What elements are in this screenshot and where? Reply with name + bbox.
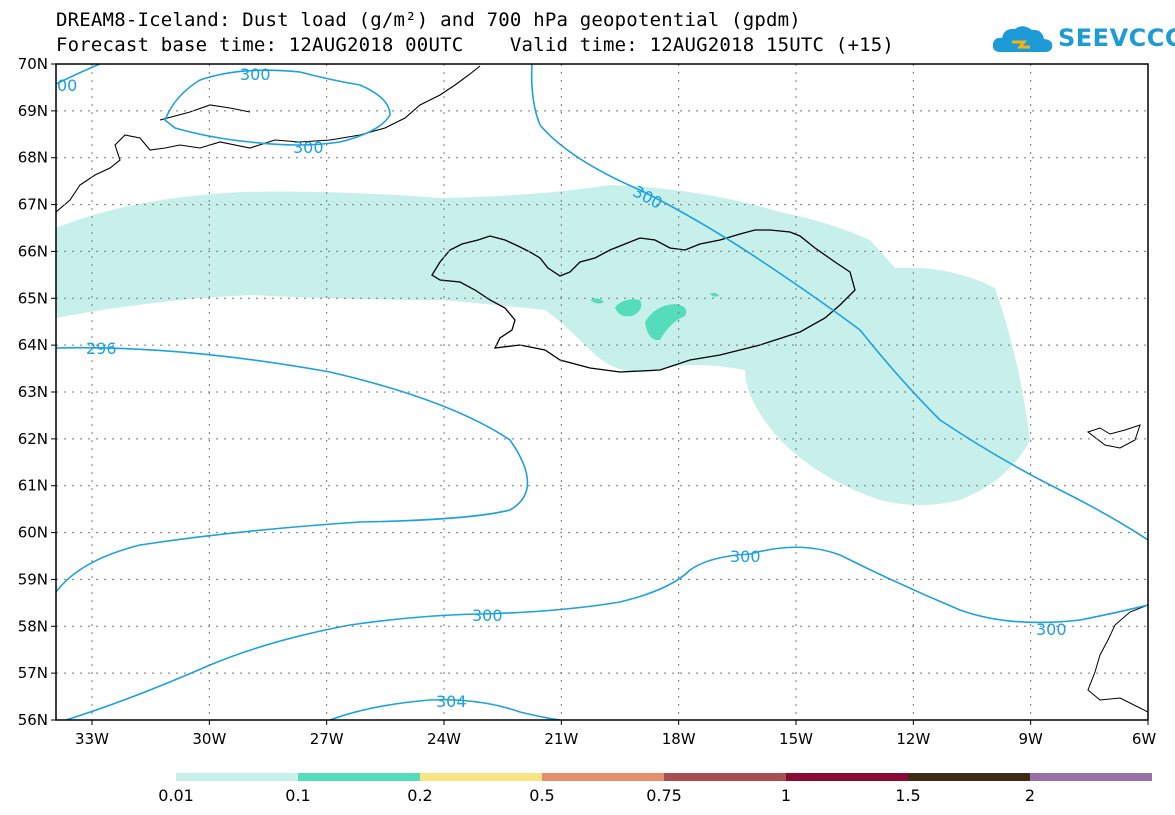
map-subtitle: Forecast base time: 12AUG2018 00UTC Vali… (56, 34, 895, 56)
lat-label: 69N (18, 102, 48, 120)
lat-label: 68N (18, 149, 48, 167)
lat-label: 67N (18, 196, 48, 214)
lat-label: 61N (18, 477, 48, 495)
lon-label: 33W (75, 730, 109, 748)
colorbar-tick-label: 1 (780, 786, 792, 805)
lat-label: 70N (18, 55, 48, 73)
lat-label: 57N (18, 664, 48, 682)
lat-label: 56N (18, 711, 48, 729)
colorbar-tick-label: 0.2 (407, 786, 433, 805)
lat-label: 62N (18, 430, 48, 448)
dust-area-mid-3 (590, 298, 604, 304)
greenland-coastline-2 (159, 104, 251, 121)
latitude-axis: 70N 69N 68N 67N 66N 65N 64N 63N 62N 61N 60N 59N 58N 5… (18, 55, 56, 729)
lon-label: 21W (544, 730, 578, 748)
lon-label: 30W (192, 730, 226, 748)
colorbar-tick-label: 2 (1024, 786, 1036, 805)
colorbar (176, 773, 1152, 781)
contour-label: 00 (57, 76, 77, 95)
dust-area-mid-1 (615, 299, 642, 317)
map-title: DREAM8-Iceland: Dust load (g/m²) and 700… (56, 9, 801, 31)
lon-label: 27W (310, 730, 344, 748)
longitude-axis: 33W 30W 27W 24W 21W 18W 15W 12W 9W 6W (75, 720, 1156, 748)
colorbar-tick-label: 0.1 (285, 786, 311, 805)
cloud-icon (992, 26, 1053, 53)
lat-label: 60N (18, 524, 48, 542)
logo-text: SEEVCCC (1058, 24, 1175, 52)
lat-label: 58N (18, 617, 48, 635)
dust-area-mid-4 (710, 292, 719, 297)
colorbar-swatch (664, 773, 786, 781)
contour-label: 300 (240, 65, 271, 84)
colorbar-swatch (1030, 773, 1152, 781)
colorbar-swatch (420, 773, 542, 781)
contour-labels: 300 300 300 296 300 300 300 304 00 (57, 65, 1067, 711)
greenland-coastline (55, 65, 481, 213)
dust-area-low (56, 185, 1030, 505)
colorbar-tick-label: 0.75 (646, 786, 682, 805)
contour-label: 300 (472, 606, 503, 625)
contour-label: 300 (293, 138, 324, 157)
colorbar-tick-label: 0.5 (529, 786, 555, 805)
gridlines (56, 64, 1148, 720)
colorbar-swatch (176, 773, 298, 781)
lon-label: 15W (779, 730, 813, 748)
contour-label: 304 (436, 692, 467, 711)
lon-label: 6W (1132, 730, 1157, 748)
colorbar-swatch (542, 773, 664, 781)
colorbar-swatch (298, 773, 420, 781)
contour-label: 296 (86, 339, 117, 358)
lon-label: 18W (662, 730, 696, 748)
lat-label: 59N (18, 570, 48, 588)
lat-label: 63N (18, 383, 48, 401)
contour-label: 300 (1036, 620, 1067, 639)
colorbar-tick-label: 0.01 (158, 786, 194, 805)
contour-label: 300 (730, 547, 761, 566)
colorbar-swatch (786, 773, 908, 781)
iceland-coastline (431, 229, 856, 373)
lat-label: 65N (18, 289, 48, 307)
dust-area-mid-2 (645, 304, 687, 341)
geopotential-contours (55, 63, 1149, 721)
lon-label: 12W (896, 730, 930, 748)
colorbar-tick-label: 1.5 (895, 786, 921, 805)
colorbar-swatch (908, 773, 1030, 781)
lon-label: 24W (427, 730, 461, 748)
lat-label: 64N (18, 336, 48, 354)
faroe-islands (1086, 424, 1141, 449)
lat-label: 66N (18, 242, 48, 260)
scotland-coastline (1087, 604, 1149, 713)
lon-label: 9W (1018, 730, 1043, 748)
